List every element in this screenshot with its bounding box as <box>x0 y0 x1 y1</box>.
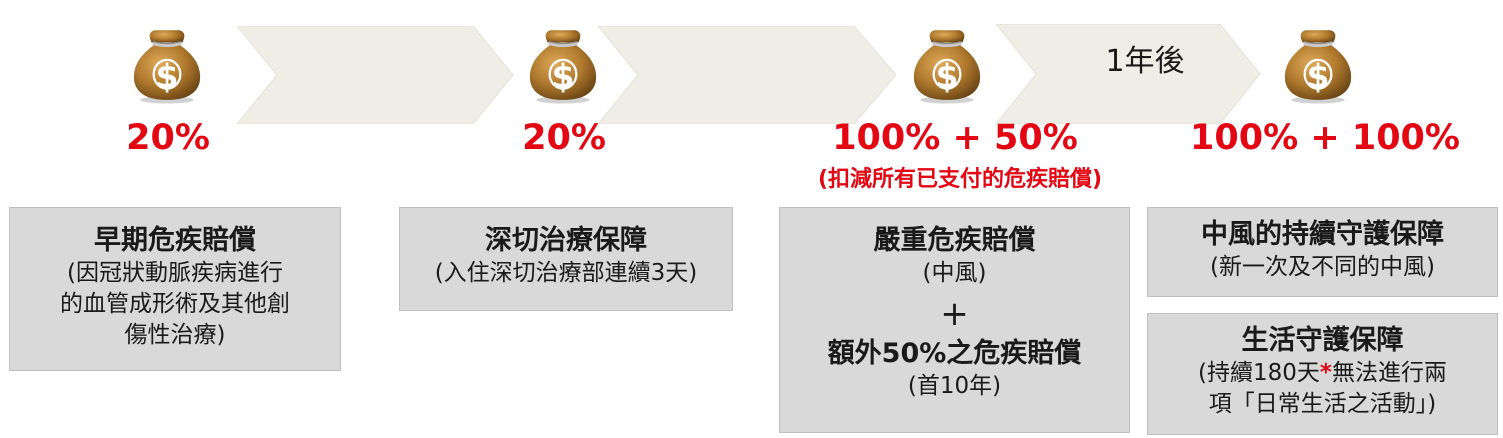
plus-sign: + <box>940 294 969 334</box>
icu-box: 深切治療保障 (入住深切治療部連續3天) <box>399 207 733 311</box>
stroke-protection-box: 中風的持續守護保障 (新一次及不同的中風) <box>1147 207 1498 297</box>
box-line-part: 無法進行兩 <box>1331 360 1447 386</box>
box-line: (因冠狀動脈疾病進行 <box>67 260 283 286</box>
box-subtitle: (中風) <box>922 260 987 286</box>
extra-benefit-title: 額外50%之危疾賠償 <box>827 338 1082 369</box>
box-line: 的血管成形術及其他創 <box>60 291 290 317</box>
box-line: (持續180天*無法進行兩 <box>1148 358 1497 389</box>
money-bag-icon <box>126 22 208 104</box>
timeline-arrow-1 <box>237 26 514 124</box>
money-bag-icon <box>906 22 988 104</box>
box-title: 早期危疾賠償 <box>94 225 256 256</box>
percentage-icu: 20% <box>522 118 606 158</box>
severe-illness-box: 嚴重危疾賠償 (中風) + 額外50%之危疾賠償 (首10年) <box>779 207 1130 433</box>
box-line: 傷性治療) <box>124 322 226 348</box>
box-line: 項「日常生活之活動」) <box>1208 391 1437 417</box>
deduction-note: (扣減所有已支付的危疾賠償) <box>817 167 1103 192</box>
box-title: 深切治療保障 <box>485 225 647 256</box>
asterisk-mark: * <box>1319 360 1332 386</box>
box-title: 嚴重危疾賠償 <box>873 225 1036 256</box>
box-line-part: (持續180天 <box>1198 360 1320 386</box>
arrow-label: 1年後 <box>1105 44 1185 79</box>
extra-benefit-subtitle: (首10年) <box>907 373 1002 399</box>
percentage-stroke: 100% + 100% <box>1190 118 1460 158</box>
life-protection-box: 生活守護保障 (持續180天*無法進行兩 項「日常生活之活動」) <box>1147 313 1498 435</box>
percentage-early: 20% <box>126 118 210 158</box>
money-bag-icon <box>522 22 604 104</box>
box-title: 中風的持續守護保障 <box>1201 219 1444 250</box>
percentage-severe: 100% + 50% <box>832 118 1078 158</box>
timeline-arrow-3 <box>996 24 1261 124</box>
money-bag-icon <box>1277 22 1359 104</box>
box-title: 生活守護保障 <box>1241 325 1404 356</box>
box-line: (入住深切治療部連續3天) <box>434 260 698 286</box>
box-subtitle: (新一次及不同的中風) <box>1210 254 1435 280</box>
timeline-arrow-2 <box>598 26 897 124</box>
early-illness-box: 早期危疾賠償 (因冠狀動脈疾病進行 的血管成形術及其他創 傷性治療) <box>9 207 341 371</box>
